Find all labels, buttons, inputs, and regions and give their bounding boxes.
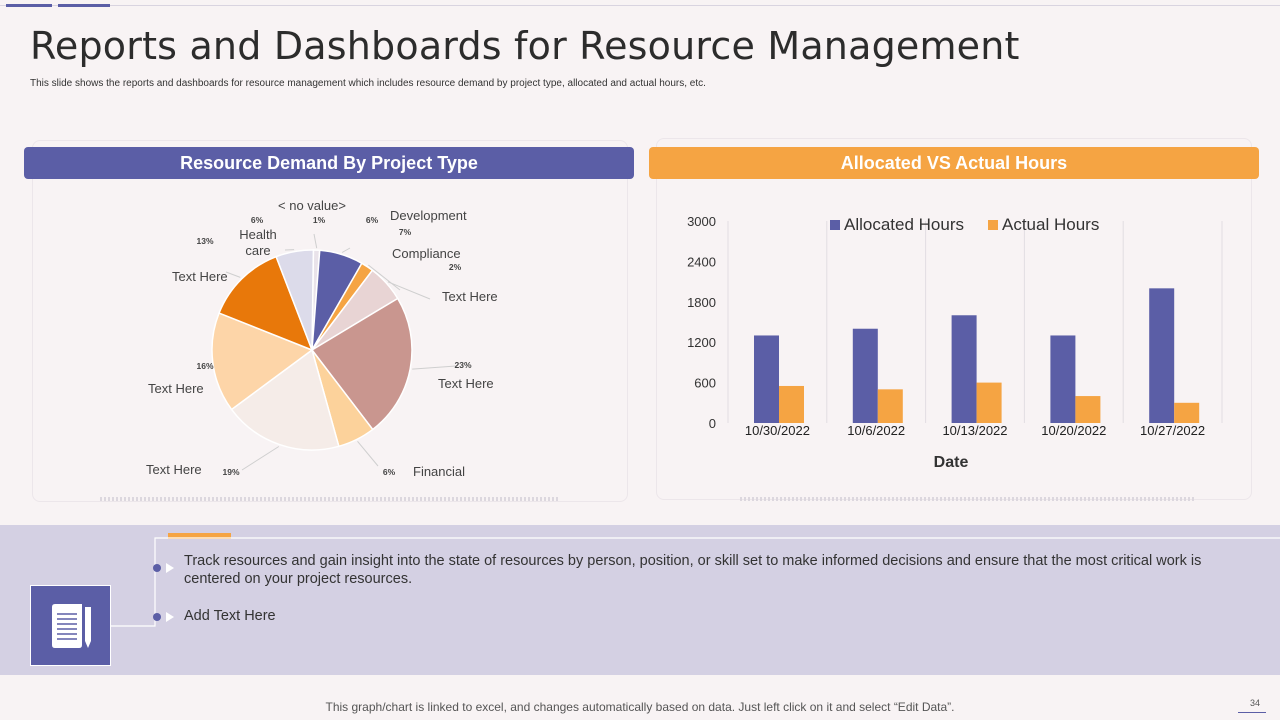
page-number-underline (1238, 712, 1266, 713)
pie-percent-label: 6% (251, 215, 264, 225)
bullet-text-1: Track resources and gain insight into th… (184, 553, 1202, 587)
pie-leader-line (313, 233, 318, 249)
page-number: 34 (1249, 698, 1260, 708)
hours-header: Allocated VS Actual Hours (649, 147, 1259, 179)
x-tick-label: 10/20/2022 (1041, 423, 1106, 438)
x-tick-label: 10/6/2022 (847, 423, 905, 438)
pie-slice (211, 312, 314, 411)
hours-bar-chart: 0 600 1200 1800 2400 3000 10/30/2022 10/6/2022 1… (687, 214, 1223, 471)
pie-leader-line (367, 264, 401, 291)
bullet-text-2: Add Text Here (184, 608, 276, 624)
bar-allocated (1050, 335, 1076, 423)
bar-actual (779, 385, 804, 423)
pie-percent-label: 16% (196, 361, 213, 371)
pie-slice (275, 249, 315, 351)
top-tab-marker (6, 4, 52, 7)
pie-category-label: Text Here (148, 381, 204, 396)
pie-leader-line (241, 446, 280, 471)
page-subtitle: This slide shows the reports and dashboa… (30, 78, 706, 89)
bar-actual (1174, 402, 1200, 423)
bar-allocated (951, 315, 977, 423)
document-pen-icon (51, 603, 91, 648)
x-tick-label: 10/13/2022 (942, 423, 1007, 438)
bullet-connector-lines (110, 537, 1280, 627)
pie-slice (310, 297, 413, 431)
bar-allocated (1149, 288, 1175, 423)
summary-band (0, 525, 1280, 675)
pie-leader-line (225, 271, 241, 278)
pie-percent-label: 23% (454, 360, 471, 370)
panel-shadow (100, 497, 560, 501)
pie-category-label: care (245, 243, 270, 258)
panel-shadow (740, 497, 1195, 501)
pie-leader-line (412, 365, 457, 370)
x-tick-label: 10/30/2022 (745, 423, 810, 438)
bar-actual (1075, 396, 1101, 423)
top-tab-marker (58, 4, 110, 7)
resource-demand-header: Resource Demand By Project Type (24, 147, 634, 179)
pie-percent-label: 6% (366, 215, 379, 225)
bullet-dot (153, 564, 161, 572)
legend-label: Actual Hours (1002, 215, 1099, 234)
x-axis-title: Date (934, 454, 969, 471)
y-tick-label: 0 (709, 416, 716, 431)
pie-category-label: Text Here (172, 269, 228, 284)
pie-category-label: Text Here (146, 462, 202, 477)
y-tick-label: 1200 (687, 335, 716, 350)
pie-percent-label: 2% (449, 262, 462, 272)
pie-leader-line (387, 281, 431, 300)
y-tick-label: 2400 (687, 254, 716, 269)
top-rule (0, 5, 1280, 6)
pie-category-label: Financial (413, 464, 465, 479)
y-tick-label: 1800 (687, 295, 716, 310)
pie-slice (218, 255, 314, 352)
x-tick-label: 10/27/2022 (1140, 423, 1205, 438)
legend-swatch (988, 220, 998, 230)
pie-category-label: < no value> (278, 198, 346, 213)
pie-category-label: Text Here (438, 376, 494, 391)
legend-swatch (830, 220, 840, 230)
pie-leader-line (357, 440, 379, 467)
y-tick-label: 600 (694, 376, 716, 391)
pie-percent-label: 1% (313, 215, 326, 225)
resource-demand-pie-chart: 1% < no value> 7% Development 2%Compliance 6%… (146, 198, 498, 479)
pie-category-label: Health (239, 227, 277, 242)
pie-percent-label: 19% (222, 467, 239, 477)
orange-accent-bar (168, 533, 231, 539)
bar-allocated (754, 335, 779, 423)
bar-actual (877, 389, 903, 423)
bullet-arrow (166, 563, 174, 573)
pie-category-label: Text Here (442, 289, 498, 304)
pie-slice (230, 348, 340, 451)
pie-category-label: Development (390, 208, 467, 223)
bullet-arrow (166, 612, 174, 622)
pie-leader-line (210, 362, 214, 367)
page-title: Reports and Dashboards for Resource Mana… (30, 24, 1020, 68)
footer-note: This graph/chart is linked to excel, and… (325, 700, 955, 714)
y-tick-label: 3000 (687, 214, 716, 229)
pie-percent-label: 6% (383, 467, 396, 477)
legend-label: Allocated Hours (844, 215, 964, 234)
bar-allocated (852, 328, 878, 423)
bullet-dot (153, 613, 161, 621)
pie-percent-label: 7% (399, 227, 412, 237)
document-icon-tile (30, 585, 111, 666)
bar-actual (976, 382, 1002, 423)
pie-percent-label: 13% (196, 236, 213, 246)
pie-leader-line (341, 247, 351, 253)
pie-category-label: Compliance (392, 246, 461, 261)
